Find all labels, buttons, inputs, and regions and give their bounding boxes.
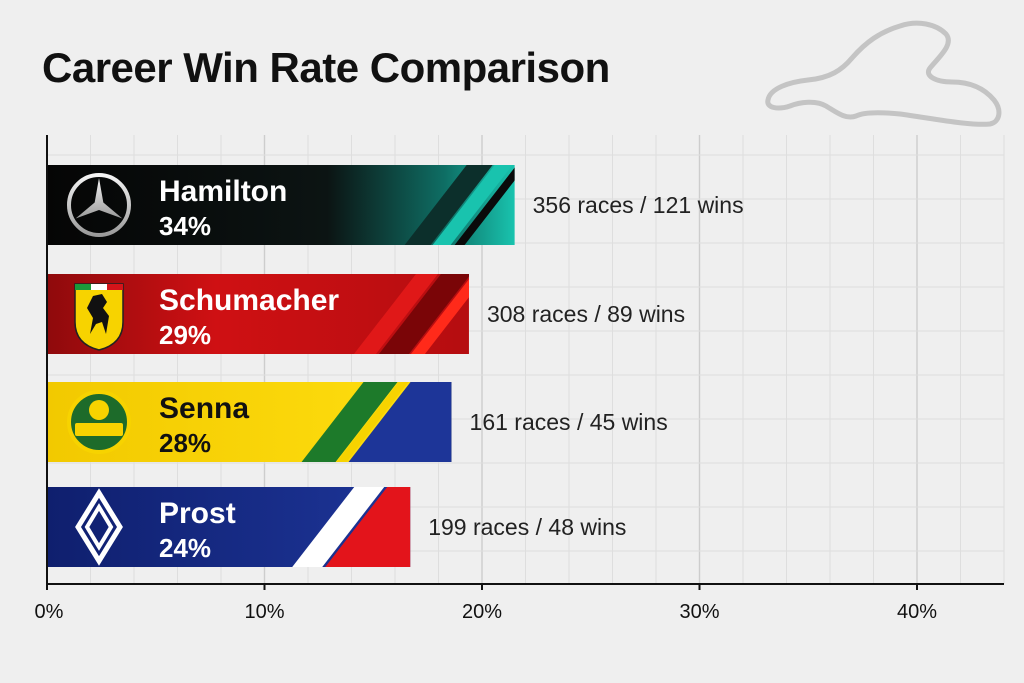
bar-name-label: Senna xyxy=(159,392,249,425)
bar-livery-stripes xyxy=(301,382,452,462)
bar-name-label: Hamilton xyxy=(159,175,287,208)
x-tick-label: 10% xyxy=(244,601,284,623)
bar-annotation: 308 races / 89 wins xyxy=(487,301,685,327)
x-tick-label: 0% xyxy=(35,601,64,623)
bar-value-label: 29% xyxy=(159,320,211,350)
bar-livery-stripes xyxy=(404,165,515,245)
bar-livery-stripes xyxy=(353,274,469,354)
bar-name-label: Schumacher xyxy=(159,284,339,317)
renault-diamond-icon xyxy=(75,488,123,566)
x-tick-label: 40% xyxy=(897,601,937,623)
bar-annotation: 161 races / 45 wins xyxy=(470,409,668,435)
mercedes-star-icon xyxy=(67,173,131,237)
x-axis: 0% 10% 20% 30% 40% xyxy=(35,135,1004,623)
bar-value-label: 24% xyxy=(159,533,211,563)
bar-annotation: 356 races / 121 wins xyxy=(533,192,744,218)
circuit-track-icon xyxy=(765,20,1002,127)
bar-value-label: 28% xyxy=(159,428,211,458)
bar-name-label: Prost xyxy=(159,497,236,530)
chart-title: Career Win Rate Comparison xyxy=(42,44,610,91)
x-tick-label: 20% xyxy=(462,601,502,623)
bar-value-label: 34% xyxy=(159,211,211,241)
lotus-roundel-icon xyxy=(67,390,131,454)
bar-annotation: 199 races / 48 wins xyxy=(428,514,626,540)
ferrari-horse-icon xyxy=(74,283,124,351)
bar-livery-stripes xyxy=(292,487,411,567)
x-tick-label: 30% xyxy=(679,601,719,623)
